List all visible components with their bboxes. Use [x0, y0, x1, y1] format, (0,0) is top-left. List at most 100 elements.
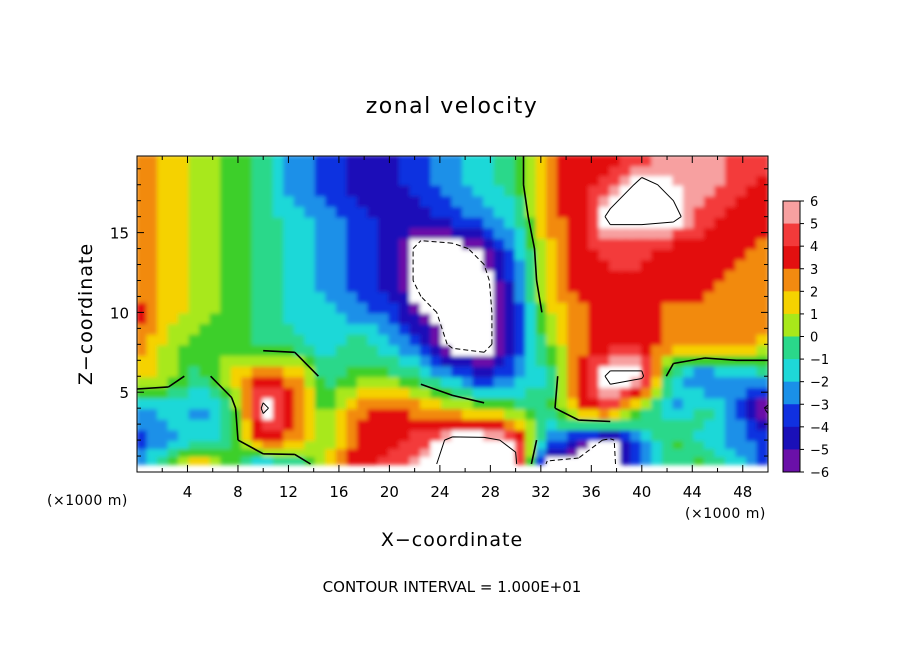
- heatmap-cell: [609, 447, 622, 458]
- heatmap-cell: [388, 194, 401, 208]
- heatmap-cell: [556, 183, 570, 197]
- heatmap-cell: [661, 439, 675, 450]
- heatmap-cell: [609, 205, 622, 218]
- heatmap-cell: [314, 247, 328, 261]
- heatmap-cell: [377, 300, 391, 314]
- heatmap-cell: [230, 226, 244, 239]
- heatmap-cell: [293, 194, 307, 208]
- heatmap-cell: [735, 183, 748, 197]
- heatmap-cell: [419, 183, 433, 197]
- heatmap-cell: [661, 226, 675, 239]
- heatmap-cell: [577, 439, 591, 450]
- heatmap-cell: [293, 279, 307, 293]
- heatmap-cell: [199, 428, 212, 442]
- heatmap-cell: [535, 332, 549, 346]
- heatmap-cell: [409, 375, 422, 388]
- heatmap-cell: [314, 236, 328, 250]
- heatmap-cell: [314, 183, 328, 197]
- heatmap-cell: [714, 385, 727, 399]
- heatmap-cell: [440, 447, 454, 458]
- heatmap-cell: [209, 236, 223, 250]
- heatmap-cell: [367, 247, 380, 261]
- heatmap-cell: [756, 215, 768, 229]
- heatmap-cell: [241, 447, 254, 458]
- heatmap-cell: [325, 247, 338, 261]
- heatmap-cell: [483, 455, 496, 466]
- heatmap-cell: [556, 194, 570, 208]
- heatmap-cell: [672, 258, 685, 271]
- heatmap-cell: [325, 353, 338, 367]
- heatmap-cell: [493, 205, 507, 218]
- heatmap-cell: [577, 205, 591, 218]
- heatmap-cell: [272, 311, 286, 325]
- colorbar-tick-label: 4: [810, 240, 818, 255]
- heatmap-cell: [157, 428, 170, 442]
- heatmap-cell: [598, 353, 612, 367]
- heatmap-cell: [251, 247, 265, 261]
- heatmap-cell: [619, 311, 633, 325]
- heatmap-cell: [682, 183, 696, 197]
- heatmap-cell: [251, 447, 265, 458]
- heatmap-cell: [157, 268, 170, 282]
- heatmap-cell: [588, 279, 601, 293]
- heatmap-cell: [682, 174, 696, 186]
- heatmap-cell: [325, 385, 338, 399]
- heatmap-cell: [598, 375, 612, 388]
- colorbar-swatch: [783, 246, 800, 270]
- heatmap-cell: [272, 455, 286, 466]
- heatmap-cell: [251, 455, 265, 466]
- heatmap-cell: [314, 364, 328, 378]
- heatmap-cell: [567, 343, 580, 356]
- heatmap-cell: [609, 407, 622, 420]
- heatmap-cell: [514, 215, 528, 229]
- heatmap-cell: [430, 164, 443, 177]
- heatmap-cell: [209, 279, 223, 293]
- heatmap-cell: [262, 164, 275, 177]
- heatmap-cell: [167, 439, 181, 450]
- heatmap-cell: [598, 268, 612, 282]
- heatmap-cell: [462, 428, 475, 442]
- heatmap-cell: [314, 396, 328, 410]
- heatmap-cell: [745, 332, 759, 346]
- heatmap-cell: [146, 236, 160, 250]
- heatmap-cell: [398, 407, 412, 420]
- heatmap-cell: [430, 156, 443, 167]
- heatmap-cell: [546, 205, 559, 218]
- heatmap-cell: [146, 407, 160, 420]
- heatmap-cell: [756, 156, 768, 167]
- heatmap-cell: [514, 385, 528, 399]
- heatmap-cell: [262, 268, 275, 282]
- heatmap-cell: [556, 247, 570, 261]
- heatmap-cell: [220, 417, 233, 431]
- heatmap-cell: [483, 236, 496, 250]
- heatmap-cell: [314, 279, 328, 293]
- heatmap-cell: [724, 279, 738, 293]
- heatmap-cell: [440, 183, 454, 197]
- heatmap-cell: [409, 396, 422, 410]
- heatmap-cell: [535, 385, 549, 399]
- heatmap-cell: [525, 174, 538, 186]
- heatmap-cell: [483, 226, 496, 239]
- colorbar-tick-label: −6: [810, 466, 829, 481]
- heatmap-cell: [745, 439, 759, 450]
- heatmap-cell: [346, 156, 359, 167]
- heatmap-cell: [619, 332, 633, 346]
- heatmap-cell: [440, 364, 454, 378]
- heatmap-cell: [630, 156, 643, 167]
- heatmap-cell: [556, 332, 570, 346]
- heatmap-cell: [493, 428, 507, 442]
- heatmap-cell: [714, 247, 727, 261]
- heatmap-cell: [157, 353, 170, 367]
- heatmap-cell: [682, 364, 696, 378]
- heatmap-cell: [609, 174, 622, 186]
- heatmap-cell: [398, 428, 412, 442]
- heatmap-cell: [483, 407, 496, 420]
- heatmap-cell: [735, 417, 748, 431]
- heatmap-cell: [146, 455, 160, 466]
- heatmap-cell: [440, 353, 454, 367]
- heatmap-cell: [504, 164, 517, 177]
- heatmap-cell: [262, 364, 275, 378]
- heatmap-cell: [703, 364, 717, 378]
- heatmap-cell: [272, 279, 286, 293]
- heatmap-cell: [430, 258, 443, 271]
